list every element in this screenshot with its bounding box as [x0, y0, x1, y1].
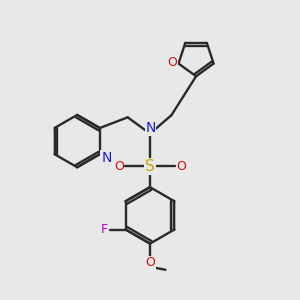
- Text: N: N: [146, 121, 156, 135]
- Text: N: N: [101, 151, 112, 165]
- Text: F: F: [100, 223, 108, 236]
- Text: O: O: [114, 160, 124, 173]
- Text: O: O: [145, 256, 155, 269]
- Text: S: S: [145, 159, 155, 174]
- Text: O: O: [167, 56, 177, 69]
- Text: O: O: [176, 160, 186, 173]
